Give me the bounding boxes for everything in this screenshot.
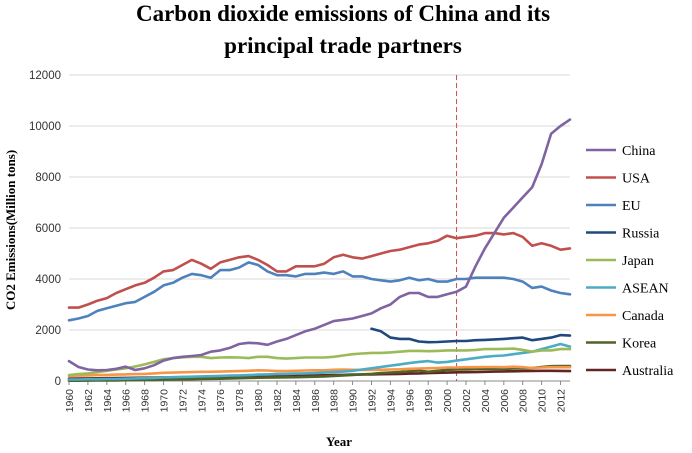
x-tick-label: 2012 [556, 389, 568, 413]
y-tick-label: 4000 [35, 274, 61, 286]
axes [68, 380, 570, 385]
y-tick-label: 0 [55, 376, 61, 388]
x-tick-label: 2006 [499, 389, 511, 413]
x-tick-label: 1974 [196, 389, 208, 413]
x-tick-label: 1988 [329, 389, 341, 413]
x-tick-label: 2002 [461, 389, 473, 413]
legend-label-korea: Korea [622, 337, 657, 352]
legend-label-japan: Japan [622, 254, 654, 269]
x-tick-labels: 1960 1962 1964 1966 1968 1970 1972 1974 1976 1978… [64, 389, 568, 413]
x-tick-label: 1964 [102, 389, 114, 413]
x-tick-label: 1992 [366, 389, 378, 413]
legend-label-china: China [622, 144, 656, 159]
legend: China USA EU Russia Japan ASEAN Canada Korea Aus… [586, 144, 674, 379]
x-tick-label: 1982 [272, 389, 284, 413]
legend-label-australia: Australia [622, 364, 674, 379]
x-tick-label: 1994 [385, 389, 397, 413]
series-line-japan [67, 347, 572, 377]
x-tick-label: 2000 [442, 389, 454, 413]
legend-label-asean: ASEAN [622, 282, 669, 297]
chart-title: Carbon dioxide emissions of China and it… [136, 1, 550, 58]
x-tick-label: 2010 [537, 389, 549, 413]
legend-label-russia: Russia [622, 227, 660, 242]
x-tick-label: 1996 [404, 389, 416, 413]
series-line-usa [67, 231, 572, 309]
series-lines [67, 118, 572, 383]
y-tick-label: 6000 [35, 223, 61, 235]
chart-title-line-1: Carbon dioxide emissions of China and it… [136, 1, 550, 26]
y-tick-label: 12000 [29, 70, 61, 82]
series-line-asean [67, 342, 572, 381]
x-tick-label: 1984 [291, 389, 303, 413]
y-axis-label: CO2 Emissions(Million tons) [3, 150, 18, 310]
x-tick-label: 1966 [121, 389, 133, 413]
x-axis-label: Year [326, 434, 352, 449]
chart-title-line-2: principal trade partners [224, 33, 462, 58]
legend-label-canada: Canada [622, 309, 665, 324]
legend-label-usa: USA [622, 172, 651, 187]
x-tick-label: 1970 [159, 389, 171, 413]
legend-label-eu: EU [622, 199, 641, 214]
x-tick-label: 1998 [423, 389, 435, 413]
y-tick-label: 2000 [35, 325, 61, 337]
y-tick-labels: 0 2000 4000 6000 8000 10000 12000 [29, 70, 61, 388]
gridlines [69, 74, 570, 331]
x-tick-label: 2004 [480, 389, 492, 413]
x-tick-label: 1962 [83, 389, 95, 413]
x-tick-label: 2008 [518, 389, 530, 413]
x-tick-label: 1980 [253, 389, 265, 413]
y-tick-label: 8000 [35, 172, 61, 184]
y-tick-label: 10000 [29, 121, 61, 133]
series-line-eu [67, 261, 572, 322]
series-line-canada [67, 365, 572, 378]
series-line-china [67, 118, 572, 372]
x-tick-label: 1986 [310, 389, 322, 413]
x-tick-label: 1990 [348, 389, 360, 413]
x-tick-label: 1960 [64, 389, 76, 413]
x-tick-label: 1976 [215, 389, 227, 413]
series-line-korea [67, 364, 572, 383]
series-line-russia [370, 327, 572, 344]
x-tick-label: 1978 [234, 389, 246, 413]
x-tick-label: 1972 [177, 389, 189, 413]
x-tick-label: 1968 [140, 389, 152, 413]
